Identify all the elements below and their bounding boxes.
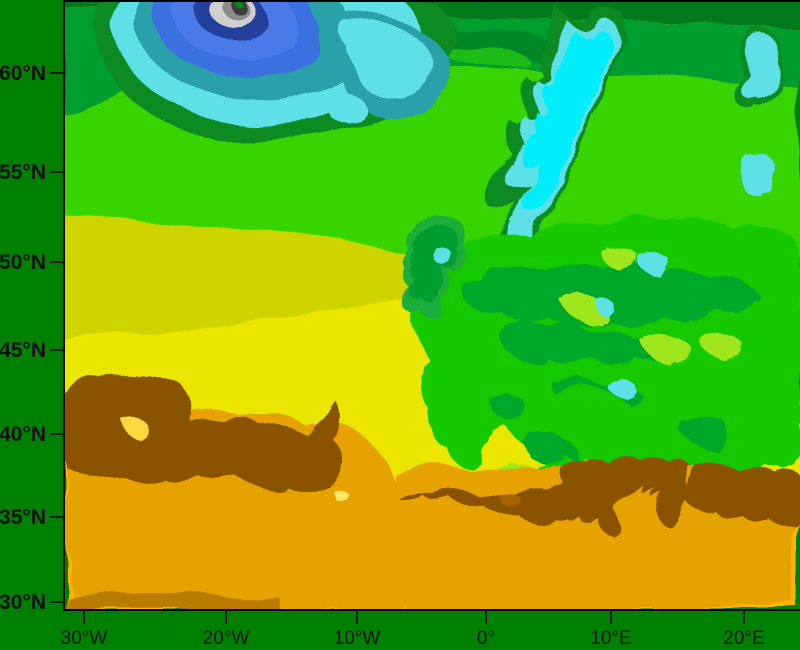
svg-text:30°N: 30°N: [0, 591, 46, 614]
svg-text:10°E: 10°E: [590, 628, 631, 649]
svg-text:50°N: 50°N: [0, 251, 46, 274]
svg-text:10°W: 10°W: [334, 628, 381, 649]
svg-text:55°N: 55°N: [0, 161, 46, 184]
svg-text:45°N: 45°N: [0, 339, 46, 362]
svg-text:0°: 0°: [477, 628, 495, 649]
svg-text:40°N: 40°N: [0, 423, 46, 446]
svg-text:20°W: 20°W: [203, 628, 250, 649]
svg-text:60°N: 60°N: [0, 62, 46, 85]
svg-text:30°W: 30°W: [61, 628, 108, 649]
svg-text:35°N: 35°N: [0, 506, 46, 529]
svg-text:20°E: 20°E: [723, 628, 764, 649]
